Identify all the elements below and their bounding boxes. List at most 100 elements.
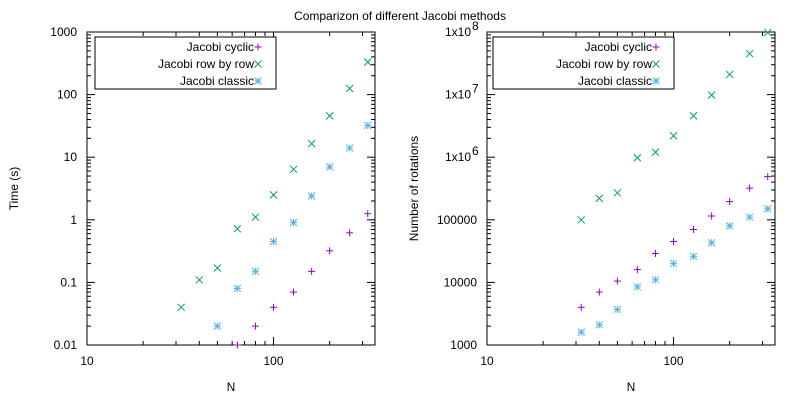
y-tick-exponent: 8 — [472, 19, 479, 33]
data-point — [651, 249, 659, 257]
y-tick-label: 100 — [57, 88, 77, 102]
y-tick-label: 1x10 — [445, 25, 471, 39]
y-tick-label: 10 — [64, 150, 78, 164]
data-point — [595, 320, 604, 329]
legend-box — [492, 36, 675, 90]
data-point — [613, 305, 622, 314]
data-point — [633, 282, 642, 291]
y-tick-label: 1x10 — [445, 88, 471, 102]
data-point — [289, 218, 298, 227]
plot-frame — [86, 31, 376, 346]
data-point — [745, 49, 754, 58]
data-point — [689, 111, 698, 120]
y-tick-label: 0.01 — [54, 338, 78, 352]
data-point — [651, 148, 660, 157]
data-point — [613, 188, 622, 197]
data-point — [669, 259, 678, 268]
legend-marker — [652, 60, 660, 68]
y-tick-label: 1000 — [50, 25, 77, 39]
data-point — [251, 322, 259, 330]
data-point — [633, 266, 641, 274]
legend-marker — [652, 77, 660, 85]
data-point — [763, 204, 772, 213]
legend-marker — [652, 43, 660, 51]
data-point — [670, 238, 678, 246]
data-point — [325, 111, 334, 120]
y-tick-label: 0.1 — [60, 275, 77, 289]
legend: Jacobi cyclic Jacobi row by row Jacobi cla… — [94, 36, 277, 90]
data-point — [269, 191, 278, 199]
data-point — [689, 252, 698, 261]
data-point — [363, 121, 372, 130]
data-point — [726, 198, 734, 206]
data-point — [763, 28, 772, 37]
series-star — [577, 204, 772, 337]
data-point — [707, 238, 716, 247]
data-point — [345, 84, 354, 93]
data-point — [233, 224, 242, 233]
legend-marker — [254, 77, 262, 85]
data-point — [651, 275, 660, 284]
series-cross — [577, 28, 772, 224]
x-axis-label: N — [227, 380, 236, 394]
data-point — [577, 215, 586, 224]
y-tick-label: 1 — [70, 213, 77, 227]
series-plus — [577, 173, 772, 311]
series-star — [213, 121, 372, 331]
data-point — [289, 165, 298, 174]
data-point — [613, 277, 621, 285]
series-cross — [177, 58, 372, 312]
data-point — [326, 247, 334, 255]
plot-frame — [486, 31, 776, 346]
y-tick-exponent: 7 — [472, 82, 479, 96]
data-point — [690, 225, 698, 233]
legend-box — [94, 36, 277, 90]
data-point — [363, 58, 372, 66]
data-point — [633, 153, 642, 162]
data-point — [364, 210, 372, 218]
data-point — [746, 184, 754, 192]
x-tick-label: 100 — [664, 354, 684, 368]
data-point — [251, 213, 260, 222]
data-point — [213, 322, 222, 331]
y-axis-label: Time (s) — [7, 167, 21, 211]
y-tick-label: 100000 — [437, 213, 477, 227]
data-point — [213, 264, 222, 272]
data-point — [307, 139, 316, 148]
data-point — [307, 192, 316, 200]
legend-entry-label: Jacobi row by row — [556, 57, 652, 71]
x-tick-label: 10 — [480, 354, 494, 368]
legend: Jacobi cyclic Jacobi row by row Jacobi cla… — [492, 36, 675, 90]
x-tick-label: 10 — [80, 354, 94, 368]
data-point — [707, 91, 716, 100]
data-point — [669, 131, 678, 140]
legend-entry-label: Jacobi cyclic — [187, 40, 254, 54]
y-tick-label: 10000 — [444, 275, 478, 289]
data-point — [745, 213, 754, 222]
data-point — [595, 194, 604, 203]
legend-entry-label: Jacobi classic — [180, 74, 254, 88]
data-point — [764, 173, 772, 181]
x-tick-label: 100 — [264, 354, 284, 368]
data-point — [233, 341, 241, 349]
data-point — [290, 288, 298, 296]
data-point — [708, 212, 716, 220]
data-point — [270, 303, 278, 311]
data-point — [325, 163, 334, 171]
x-axis-label: N — [627, 380, 636, 394]
legend-entry-label: Jacobi row by row — [158, 57, 254, 71]
data-point — [195, 275, 204, 284]
data-point — [346, 229, 354, 237]
data-point — [595, 288, 603, 296]
data-point — [308, 267, 316, 275]
chart-panel-1: 0.01 0.1 1 10 100 1000 10 100 N Time (s) Jacobi cy… — [7, 25, 376, 394]
data-point — [725, 222, 734, 230]
y-tick-label: 1x10 — [445, 150, 471, 164]
series-plus — [233, 210, 372, 349]
y-tick-label: 1000 — [450, 338, 477, 352]
legend-marker — [254, 43, 262, 51]
legend-marker — [254, 60, 262, 68]
